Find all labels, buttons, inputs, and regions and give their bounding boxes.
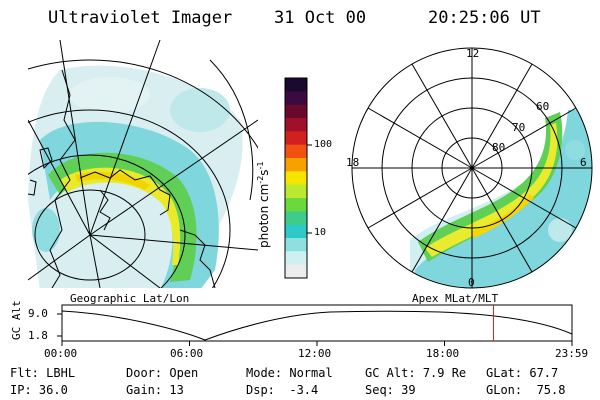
status-dsp: Dsp: -3.4 <box>246 383 319 397</box>
geographic-grid <box>28 39 258 288</box>
colorbar-unit: photon cm-2s-1 <box>256 161 271 248</box>
altitude-xtick-0000: 00:00 <box>44 347 78 360</box>
mlat-label-80: 80 <box>492 141 506 154</box>
time-label: 20:25:06 UT <box>428 8 541 28</box>
colorbar-label-10: 10 <box>314 227 327 238</box>
status-gc-alt: GC Alt: 7.9 Re <box>365 366 467 380</box>
status-flt: Flt: LBHL <box>10 366 76 380</box>
status-glat: GLat: 67.7 <box>486 366 559 380</box>
status-glon: GLon: 75.8 <box>486 383 566 397</box>
mlt-label-0: 0 <box>468 276 475 289</box>
colorbar-segment <box>285 104 307 119</box>
polar-grid <box>351 47 593 289</box>
colorbar-segment <box>285 91 307 106</box>
mlat-label-60: 60 <box>536 100 550 113</box>
right-projection-label: Apex MLat/MLT <box>412 292 499 305</box>
instrument-title: Ultraviolet Imager <box>48 8 233 28</box>
colorbar-segment <box>285 171 307 186</box>
altitude-xtick-1800: 18:00 <box>426 347 460 360</box>
color-scale-frame <box>284 77 308 279</box>
colorbar-segment <box>285 144 307 159</box>
mlat-label-70: 70 <box>512 121 526 134</box>
colorbar-segment <box>285 184 307 199</box>
colorbar-segment <box>285 251 307 266</box>
colorbar-segment <box>285 78 307 92</box>
color-scale-bar <box>285 78 307 279</box>
altitude-xtick-1200: 12:00 <box>298 347 332 360</box>
altitude-ytick-high: 9.0 <box>28 307 48 320</box>
mlt-label-18: 18 <box>346 156 360 169</box>
status-door: Door: Open <box>126 366 199 380</box>
mlt-label-12: 12 <box>466 47 480 60</box>
status-seq: Seq: 39 <box>365 383 416 397</box>
colorbar-segment <box>285 224 307 239</box>
apex-image <box>410 100 592 288</box>
date-label: 31 Oct 00 <box>274 8 367 28</box>
status-ip: IP: 36.0 <box>10 383 68 397</box>
altitude-ytick-low: 1.8 <box>28 329 48 342</box>
status-mode: Mode: Normal <box>246 366 333 380</box>
left-projection-label: Geographic Lat/Lon <box>70 292 190 305</box>
colorbar-label-100: 100 <box>314 139 333 150</box>
altitude-curve <box>61 310 573 341</box>
colorbar-segment <box>285 131 307 146</box>
colorbar-segment <box>285 158 307 172</box>
geographic-image <box>28 65 243 288</box>
altitude-xtick-0600: 06:00 <box>170 347 204 360</box>
colorbar-segment <box>285 118 307 132</box>
status-gain: Gain: 13 <box>126 383 184 397</box>
colorbar-segment <box>285 238 307 252</box>
altitude-xtick-2359: 23:59 <box>555 347 589 360</box>
colorbar-segment <box>285 211 307 226</box>
colorbar-segment <box>285 264 307 279</box>
altitude-plot-ticks <box>57 313 573 346</box>
altitude-ylabel: GC Alt <box>10 300 23 340</box>
colorbar-segment <box>285 198 307 212</box>
altitude-plot-frame <box>61 304 573 342</box>
mlt-label-6: 6 <box>580 156 587 169</box>
